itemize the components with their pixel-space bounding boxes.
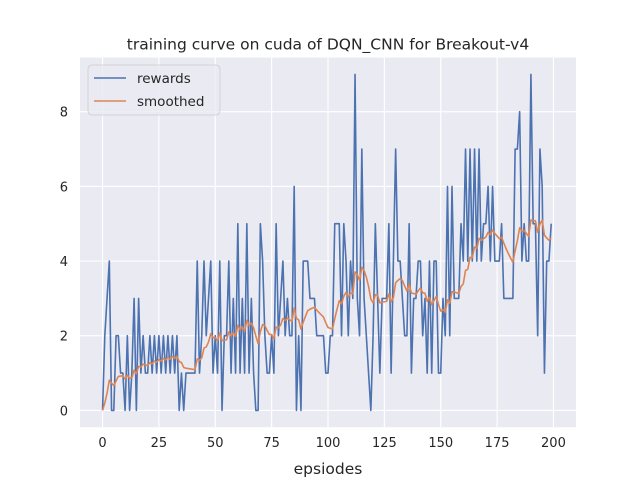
series-line-smoothed [101, 219, 552, 411]
x-tick-label: 200 [541, 436, 566, 451]
y-axis-ticks: 0 2 4 6 8 [60, 106, 68, 420]
y-tick-label: 8 [60, 106, 68, 121]
x-tick-label: 150 [428, 436, 453, 451]
x-tick-label: 100 [316, 436, 341, 451]
x-axis-ticks: 0 25 50 75 100 125 150 175 200 [98, 436, 565, 451]
y-tick-label: 2 [60, 330, 68, 345]
x-tick-label: 25 [151, 436, 168, 451]
x-tick-label: 0 [98, 436, 106, 451]
series-lines [101, 73, 552, 412]
y-tick-label: 6 [60, 180, 68, 195]
series-line-rewards [101, 73, 552, 412]
x-tick-label: 175 [485, 436, 510, 451]
y-tick-label: 0 [60, 404, 68, 419]
legend-label-rewards: rewards [137, 71, 191, 87]
x-axis-label: epsiodes [294, 460, 363, 478]
x-tick-label: 125 [372, 436, 397, 451]
x-tick-label: 75 [263, 436, 280, 451]
legend: rewards smoothed [87, 64, 221, 116]
x-tick-label: 50 [207, 436, 224, 451]
y-tick-label: 4 [60, 255, 68, 270]
chart-title: training curve on cuda of DQN_CNN for Br… [127, 36, 529, 55]
legend-label-smoothed: smoothed [137, 94, 204, 110]
